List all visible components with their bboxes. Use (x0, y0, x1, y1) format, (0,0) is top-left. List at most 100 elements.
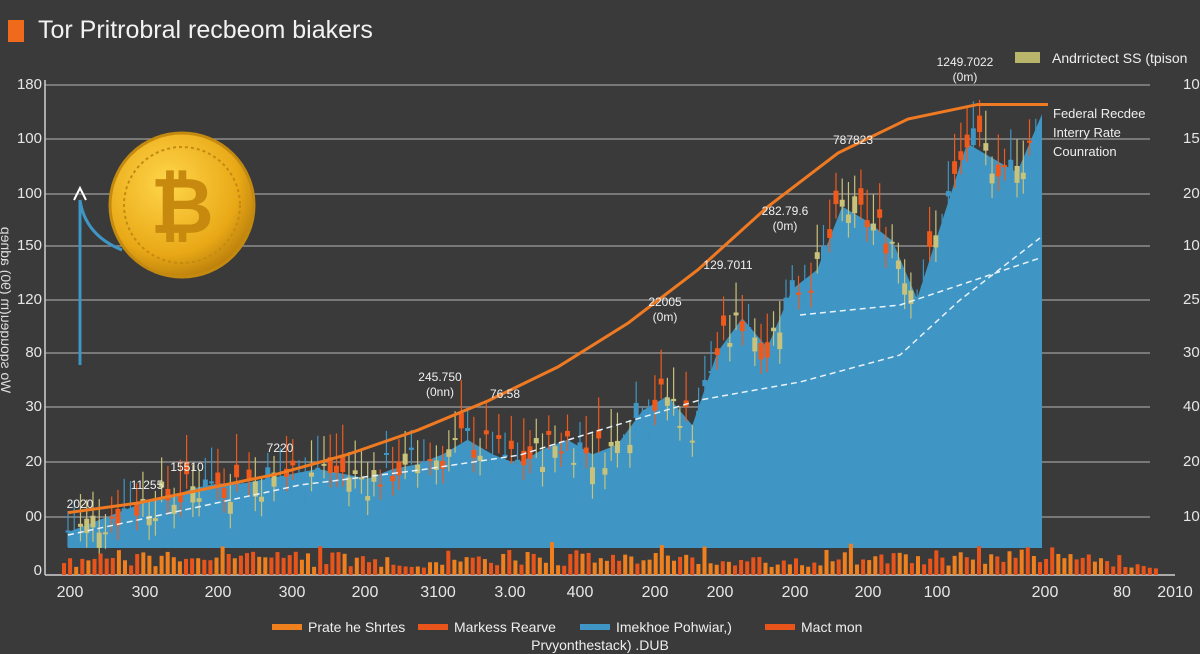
candle-body (533, 438, 539, 444)
candle-body (858, 188, 864, 205)
candle-body (171, 504, 177, 514)
volume-bar (1099, 558, 1103, 575)
x-tick: 200 (781, 584, 809, 601)
volume-bar (836, 559, 841, 575)
data-label-value: 245.750 (418, 370, 462, 384)
volume-bar (397, 565, 402, 575)
y-tick-left: 100 (16, 130, 42, 147)
data-label: 22005 (0m) (648, 295, 681, 325)
x-tick: 200 (351, 584, 379, 601)
candle-body (677, 425, 683, 428)
data-label-value: 787823 (832, 133, 874, 147)
data-label-value: 1249.7022 (936, 55, 994, 69)
y-tick-left: 80 (25, 344, 42, 361)
legend-item: Prate he Shrtes (272, 619, 405, 635)
volume-bar (855, 564, 859, 575)
candle-body (465, 428, 471, 432)
volume-bar (995, 556, 1000, 575)
volume-bar (525, 552, 530, 575)
candle-body (527, 446, 533, 459)
volume-bar (909, 563, 914, 575)
y-tick-left: 30 (25, 398, 42, 415)
volume-bar (806, 566, 811, 575)
candle-body (820, 245, 826, 263)
volume-bar (476, 556, 481, 575)
volume-bar (922, 564, 927, 575)
legend-item: Markess Rearve (418, 619, 556, 635)
volume-bar (684, 554, 689, 575)
volume-bar (367, 562, 371, 575)
volume-bar (623, 554, 628, 575)
volume-bar (1117, 555, 1122, 575)
candle-body (265, 467, 271, 480)
volume-bar (147, 555, 152, 575)
volume-bar (153, 566, 158, 575)
candle-body (614, 440, 620, 454)
volume-bar (360, 556, 365, 575)
y-tick-left: 100 (16, 185, 42, 202)
candle-body (1020, 172, 1026, 180)
volume-bar (141, 552, 146, 575)
volume-bar (958, 552, 963, 575)
volume-bar (123, 560, 127, 575)
y-tick-left: 120 (16, 291, 42, 308)
candle-body (727, 343, 733, 347)
volume-bar (1050, 547, 1055, 575)
volume-bar (1019, 549, 1024, 575)
candle-body (440, 461, 446, 469)
volume-bar (928, 558, 933, 575)
volume-bar (275, 552, 280, 575)
candle-body (134, 502, 140, 516)
volume-bar (842, 552, 847, 575)
x-tick: 200 (641, 584, 669, 601)
volume-bar (110, 557, 115, 575)
volume-bar (751, 557, 756, 575)
volume-bar (159, 555, 164, 575)
volume-bar (403, 566, 408, 575)
volume-bar (354, 557, 359, 575)
candle-body (115, 508, 121, 526)
candle-body (652, 399, 658, 411)
candle-body (415, 464, 421, 474)
candle-body (895, 260, 901, 270)
volume-bar (428, 562, 432, 575)
candle-body (508, 440, 514, 449)
y-tick-right: 20 (1183, 453, 1200, 470)
volume-bar (1031, 555, 1036, 575)
candle-body (964, 134, 970, 148)
volume-bar (562, 565, 567, 575)
candle-body (589, 467, 595, 485)
volume-bar (208, 560, 213, 575)
candle-body (490, 460, 496, 464)
candle-body (621, 455, 627, 464)
y-tick-left: 0 (33, 562, 42, 579)
volume-bar (501, 553, 506, 575)
volume-bar (861, 559, 866, 575)
volume-bar (116, 550, 121, 575)
candle-body (327, 457, 333, 473)
candle-body (671, 398, 677, 402)
candle-body (983, 143, 989, 151)
candle-body (121, 508, 127, 515)
volume-bar (299, 559, 304, 575)
y-tick-right: 15 (1183, 130, 1200, 147)
candle-body (84, 518, 90, 534)
volume-bar (873, 556, 878, 575)
data-label-sub: (0m) (652, 310, 678, 324)
y-tick-left: 00 (25, 508, 42, 525)
volume-bar (647, 559, 652, 575)
volume-bar (946, 565, 951, 575)
volume-bar (800, 565, 805, 575)
candle-body (827, 229, 833, 238)
candle-body (190, 486, 196, 503)
candle-body (808, 290, 814, 293)
candle-body (315, 467, 321, 471)
volume-bar (592, 562, 597, 575)
legend-label: Mact mon (801, 619, 863, 635)
volume-bar (74, 566, 79, 575)
candle-body (165, 488, 171, 501)
volume-bar (135, 554, 140, 575)
volume-bar (458, 561, 463, 575)
candle-body (596, 429, 602, 439)
candle-body (1008, 159, 1014, 172)
